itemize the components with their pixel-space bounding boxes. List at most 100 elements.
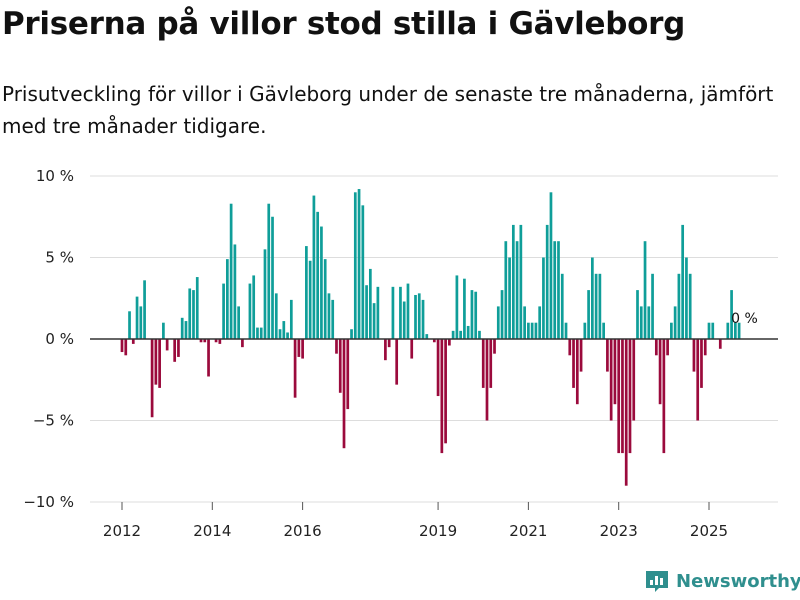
bar [587,290,590,339]
bar [718,339,722,349]
bar [493,339,496,354]
bar [222,283,225,339]
bar [417,293,421,339]
bar [549,192,553,339]
bar [308,260,312,339]
bar [636,290,639,339]
y-tick-label: 5 % [45,249,74,267]
bar [252,275,256,339]
bar [594,273,598,339]
bar [621,339,624,454]
bar [353,192,357,339]
bar [444,339,447,444]
bar [609,339,613,421]
bar [154,339,158,385]
bar [617,339,621,454]
bar [700,339,703,388]
bar [692,339,696,372]
bar [733,322,737,339]
bar [263,249,267,339]
bar [606,339,609,372]
bar [139,306,143,339]
bar [504,241,508,339]
bar [530,322,534,339]
bar [165,339,169,351]
bar [602,322,605,339]
bar [481,339,485,388]
bar [376,286,380,339]
bar [474,291,478,339]
bar [654,339,658,356]
bar [312,195,316,339]
bar [207,339,210,377]
x-tick-label: 2025 [690,522,728,540]
bar [726,322,730,339]
bar [293,339,297,398]
bar [711,322,715,339]
newsworthy-logo-icon [646,571,668,592]
bar [696,339,700,421]
x-tick-label: 2019 [419,522,457,540]
bar [613,339,617,405]
bar [658,339,662,405]
bar [688,273,692,339]
bar [195,277,199,339]
x-tick-label: 2016 [284,522,322,540]
bar [162,322,165,339]
bar [632,339,636,421]
bar [545,224,549,339]
bar [598,273,602,339]
bar [241,339,244,348]
bar [591,257,594,339]
bar [331,299,335,339]
bar [131,339,135,344]
bar [639,306,643,339]
bar [557,241,560,339]
bar [338,339,342,393]
bar [703,339,707,356]
bar [180,317,184,339]
bar [184,321,188,339]
y-tick-label: 0 % [45,330,74,348]
chart-subtitle: Prisutveckling för villor i Gävleborg un… [2,82,774,138]
x-tick-label: 2023 [600,522,638,540]
bar [278,329,282,339]
bar [229,203,233,339]
bar [282,321,286,339]
bar [451,330,455,339]
bar [666,339,669,356]
x-tick-label: 2012 [103,522,141,540]
bar [248,283,252,339]
bar [406,283,410,339]
bar [350,329,353,339]
bar [534,322,538,339]
bar [361,205,365,339]
bar [365,285,368,339]
bar [673,306,677,339]
bar [485,339,489,421]
bar [218,339,222,344]
bar [395,339,399,385]
bar [305,246,308,339]
bar [120,339,124,353]
bar [173,339,177,362]
bar [489,339,493,388]
brand-name: Newsworthy [676,570,800,592]
y-tick-label: 10 % [36,167,74,185]
bar [177,339,180,357]
bar [421,299,425,339]
bar [316,211,320,339]
bar [647,306,651,339]
bar [158,339,161,388]
bar [346,339,350,410]
bar [289,299,293,339]
bar [203,339,207,343]
bar [188,288,192,339]
bar [391,286,395,339]
bar [455,275,459,339]
bar [575,339,579,405]
bar-chart: 10 % 5 % 0 % −5 % −10 % 2012 2014 2016 2019 2021… [23,167,778,540]
x-axis-labels: 2012 2014 2016 2019 2021 2023 2025 [103,502,728,540]
x-tick-label: 2014 [193,522,231,540]
bar [538,306,542,339]
